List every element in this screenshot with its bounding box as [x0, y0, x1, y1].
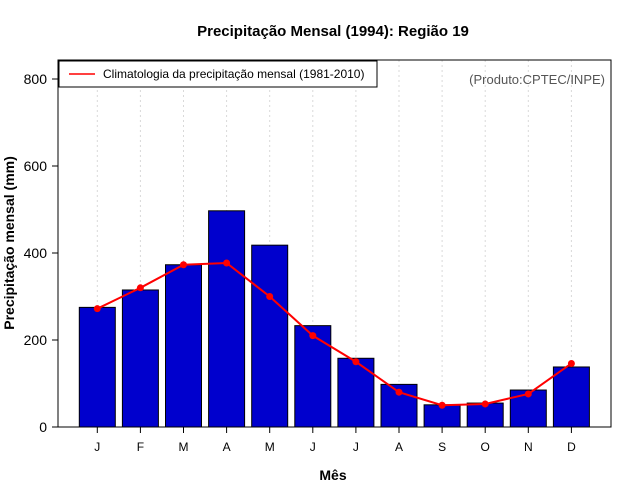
y-tick-label: 200	[24, 332, 48, 348]
bar-0	[78, 306, 116, 428]
climatology-point-9	[481, 400, 489, 408]
x-tick-label: J	[353, 440, 359, 454]
x-tick-label: O	[481, 440, 490, 454]
y-tick-label: 400	[24, 245, 48, 261]
chart-title: Precipitação Mensal (1994): Região 19	[197, 23, 469, 40]
climatology-point-4	[266, 293, 274, 300]
legend-box	[58, 60, 378, 88]
bar-6	[337, 357, 375, 428]
bar-11	[552, 366, 590, 428]
bar-5	[294, 325, 332, 428]
climatology-point-8	[438, 401, 446, 409]
plot-frame	[57, 59, 612, 428]
climatology-line-group	[93, 259, 575, 409]
product-annotation: (Produto:CPTEC/INPE)	[469, 72, 605, 87]
y-tick-label: 600	[24, 158, 48, 174]
climatology-line	[96, 261, 572, 407]
x-tick-label: M	[265, 440, 275, 454]
y-tick-label: 800	[24, 71, 48, 87]
x-tick-label: F	[137, 440, 144, 454]
x-tick-label: J	[94, 440, 100, 454]
y-axis-label: Precipitação mensal (mm)	[1, 156, 17, 330]
climatology-point-5	[309, 332, 317, 340]
legend-label: Climatologia da precipitação mensal (198…	[103, 67, 364, 81]
climatology-point-1	[136, 284, 144, 292]
y-axis: 0 200 400 600 800	[24, 71, 58, 435]
climatology-point-7	[395, 388, 403, 396]
climatology-point-2	[180, 261, 187, 269]
legend: Climatologia da precipitação mensal (198…	[58, 60, 378, 88]
x-tick-label: A	[395, 440, 403, 454]
x-tick-label: N	[524, 440, 533, 454]
x-axis-label: Mês	[319, 467, 346, 483]
bar-1	[121, 289, 159, 428]
climatology-point-0	[93, 305, 101, 313]
climatology-point-11	[567, 359, 575, 367]
x-tick-label: J	[310, 440, 316, 454]
bar-4	[251, 244, 289, 428]
x-tick-label: A	[223, 440, 231, 454]
x-tick-label: D	[567, 440, 576, 454]
climatology-point-3	[223, 259, 231, 267]
bar-3	[208, 210, 246, 428]
bars-group	[78, 210, 590, 428]
x-tick-label: M	[179, 440, 189, 454]
climatology-point-10	[524, 390, 532, 398]
y-tick-label: 0	[39, 419, 47, 435]
x-tick-label: S	[438, 440, 446, 454]
climatology-point-6	[352, 358, 360, 366]
bar-2	[165, 264, 202, 428]
